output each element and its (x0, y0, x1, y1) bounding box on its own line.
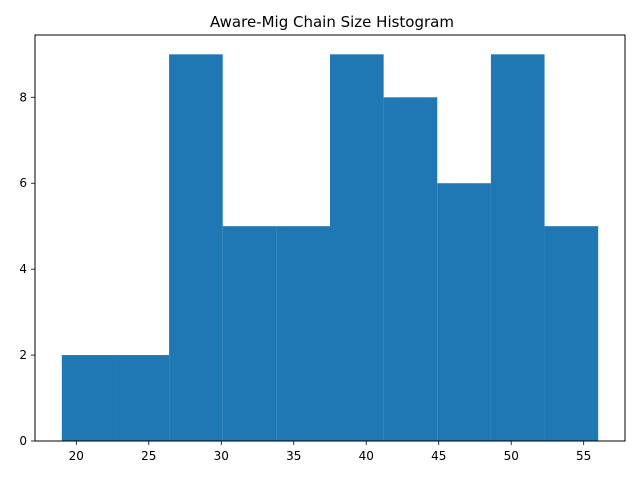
y-tick-label: 2 (19, 348, 27, 362)
y-tick-label: 8 (19, 90, 27, 104)
x-tick-label: 20 (69, 449, 84, 463)
histogram-bar-1 (61, 355, 116, 441)
histogram-bar-3 (169, 54, 223, 441)
histogram-bar-2 (115, 355, 170, 441)
x-tick-label: 50 (504, 449, 519, 463)
plot-frame (34, 34, 626, 442)
bars-group (61, 54, 599, 441)
histogram-bar-10 (544, 226, 599, 441)
y-tick-label: 6 (19, 176, 27, 190)
y-tick-label: 0 (19, 434, 27, 448)
x-tick-label: 55 (576, 449, 591, 463)
histogram-bar-9 (490, 54, 545, 441)
histogram-bar-5 (276, 226, 330, 441)
chart-title: Aware-Mig Chain Size Histogram (210, 13, 454, 31)
x-tick-label: 30 (214, 449, 229, 463)
histogram-bar-6 (330, 54, 384, 441)
y-tick-label: 4 (19, 262, 27, 276)
histogram-bar-7 (383, 97, 438, 441)
histogram-bar-8 (437, 183, 491, 441)
y-axis: 0 2 4 6 8 (19, 90, 35, 448)
histogram-bar-4 (222, 226, 277, 441)
x-tick-label: 25 (141, 449, 156, 463)
x-tick-label: 45 (431, 449, 446, 463)
x-axis: 20 25 30 35 40 45 50 55 (69, 441, 591, 463)
x-tick-label: 35 (286, 449, 301, 463)
x-tick-label: 40 (359, 449, 374, 463)
